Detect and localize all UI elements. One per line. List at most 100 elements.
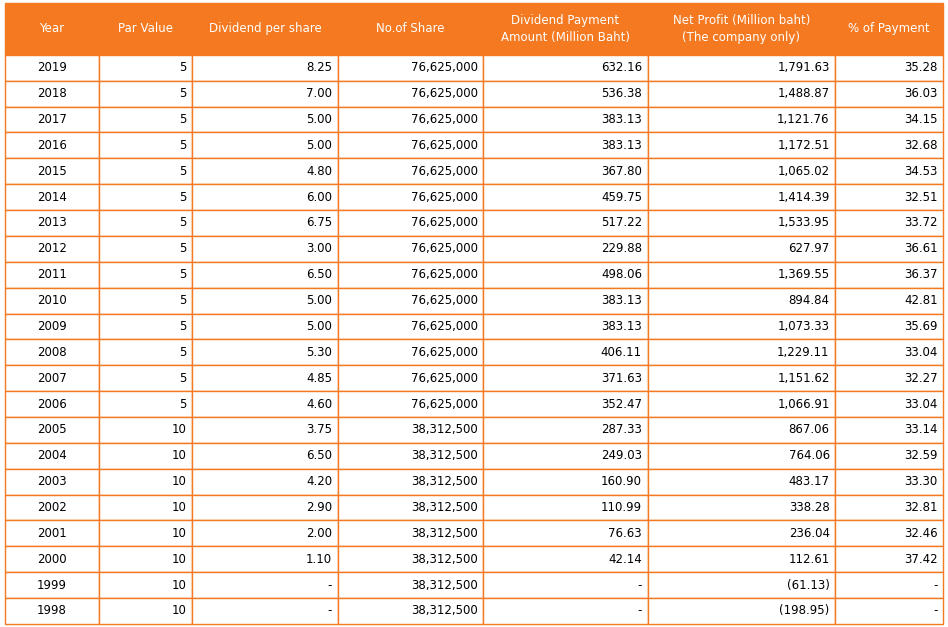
Text: 42.14: 42.14 [609, 553, 642, 566]
Bar [99, 572, 192, 598]
Bar [835, 159, 943, 184]
Bar [483, 546, 647, 572]
Text: 76,625,000: 76,625,000 [410, 268, 478, 281]
Text: 536.38: 536.38 [601, 87, 642, 100]
Bar [835, 495, 943, 520]
Text: 383.13: 383.13 [601, 113, 642, 126]
Bar [337, 443, 483, 469]
Text: 2012: 2012 [37, 243, 66, 255]
Text: 10: 10 [172, 604, 187, 618]
Text: 1,121.76: 1,121.76 [777, 113, 830, 126]
Text: 76,625,000: 76,625,000 [410, 165, 478, 177]
Text: 1,065.02: 1,065.02 [777, 165, 830, 177]
Text: 36.03: 36.03 [904, 87, 938, 100]
Bar [835, 520, 943, 546]
Text: 6.50: 6.50 [306, 268, 332, 281]
Bar [192, 546, 337, 572]
Text: 32.59: 32.59 [904, 450, 938, 462]
Text: Net Profit (Million baht)
(The company only): Net Profit (Million baht) (The company o… [673, 14, 811, 44]
Text: 2000: 2000 [37, 553, 66, 566]
Text: 6.50: 6.50 [306, 450, 332, 462]
Text: 32.27: 32.27 [904, 372, 938, 384]
Text: 498.06: 498.06 [601, 268, 642, 281]
Text: 352.47: 352.47 [601, 398, 642, 411]
Text: 76,625,000: 76,625,000 [410, 320, 478, 333]
Text: 1,488.87: 1,488.87 [777, 87, 830, 100]
Bar [337, 365, 483, 391]
Text: 8.25: 8.25 [306, 61, 332, 74]
Text: 33.72: 33.72 [904, 216, 938, 229]
Bar [337, 495, 483, 520]
Bar [337, 159, 483, 184]
Bar [647, 236, 835, 262]
Bar [5, 81, 99, 107]
Text: 2001: 2001 [37, 527, 66, 540]
Text: 459.75: 459.75 [601, 191, 642, 204]
Text: 76,625,000: 76,625,000 [410, 139, 478, 152]
Bar [337, 236, 483, 262]
Bar [647, 598, 835, 624]
Bar [483, 443, 647, 469]
Bar [5, 417, 99, 443]
Bar [647, 443, 835, 469]
Bar [647, 107, 835, 132]
Bar [5, 495, 99, 520]
Bar [5, 184, 99, 210]
Text: 33.14: 33.14 [904, 423, 938, 436]
Bar [835, 546, 943, 572]
Text: 7.00: 7.00 [306, 87, 332, 100]
Text: 5.00: 5.00 [306, 320, 332, 333]
Bar [192, 365, 337, 391]
Text: 5: 5 [179, 346, 187, 359]
Text: 1,066.91: 1,066.91 [777, 398, 830, 411]
Text: 383.13: 383.13 [601, 320, 642, 333]
Text: 517.22: 517.22 [601, 216, 642, 229]
Text: 4.80: 4.80 [306, 165, 332, 177]
Text: 249.03: 249.03 [601, 450, 642, 462]
Bar [483, 520, 647, 546]
Text: 764.06: 764.06 [789, 450, 830, 462]
Bar [835, 391, 943, 417]
Bar [647, 391, 835, 417]
Text: 5: 5 [179, 372, 187, 384]
Bar [835, 598, 943, 624]
Text: 76,625,000: 76,625,000 [410, 216, 478, 229]
Bar [483, 107, 647, 132]
Text: 10: 10 [172, 579, 187, 591]
Bar [647, 55, 835, 81]
Text: 10: 10 [172, 475, 187, 488]
Text: 338.28: 338.28 [789, 501, 830, 514]
Bar [483, 572, 647, 598]
Bar [5, 339, 99, 365]
Bar [99, 339, 192, 365]
Bar [835, 3, 943, 55]
Bar [835, 339, 943, 365]
Bar [483, 262, 647, 288]
Bar [647, 495, 835, 520]
Text: 1,151.62: 1,151.62 [777, 372, 830, 384]
Text: 2.00: 2.00 [306, 527, 332, 540]
Text: 37.42: 37.42 [904, 553, 938, 566]
Text: 2014: 2014 [37, 191, 66, 204]
Bar [5, 546, 99, 572]
Bar [647, 469, 835, 495]
Bar [835, 572, 943, 598]
Text: 2013: 2013 [37, 216, 66, 229]
Bar [483, 288, 647, 314]
Text: 2006: 2006 [37, 398, 66, 411]
Text: 5: 5 [179, 61, 187, 74]
Text: (61.13): (61.13) [787, 579, 830, 591]
Text: 38,312,500: 38,312,500 [410, 475, 478, 488]
Bar [835, 210, 943, 236]
Text: 371.63: 371.63 [601, 372, 642, 384]
Bar [483, 314, 647, 339]
Text: 112.61: 112.61 [789, 553, 830, 566]
Text: 1,791.63: 1,791.63 [777, 61, 830, 74]
Text: 2008: 2008 [37, 346, 66, 359]
Bar [99, 495, 192, 520]
Text: 35.69: 35.69 [904, 320, 938, 333]
Bar [99, 236, 192, 262]
Bar [5, 159, 99, 184]
Text: 5.00: 5.00 [306, 113, 332, 126]
Bar [647, 210, 835, 236]
